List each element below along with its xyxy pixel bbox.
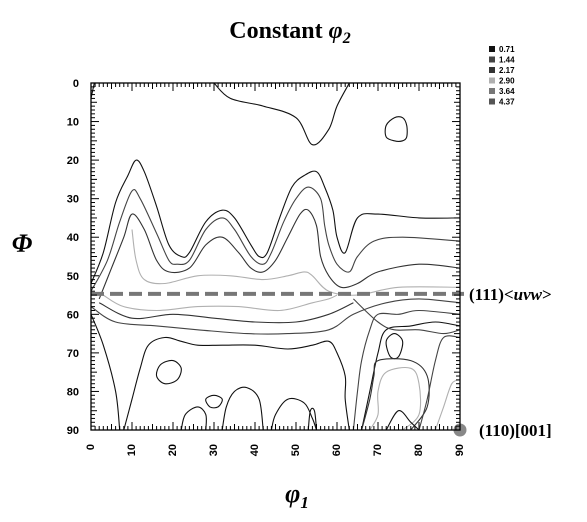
chart-title: Constant φ2 [229,18,350,47]
contour-line-8 [98,302,354,324]
x-tick-label-70: 70 [372,444,384,456]
chart-title-main: Constant [229,18,328,44]
x-tick-label-80: 80 [413,444,425,456]
y-tick-label-60: 60 [67,309,79,321]
legend-swatch-5 [489,98,495,105]
legend-label-2: 2.17 [499,66,515,75]
contour-line-10 [90,314,121,431]
contour-line-24 [385,410,420,431]
contour-line-12 [352,309,461,431]
contour-line-9 [90,298,461,335]
y-tick-label-30: 30 [67,194,79,206]
x-tick-label-60: 60 [331,444,343,456]
y-tick-label-0: 0 [73,78,79,90]
contour-line-5 [98,208,461,300]
contour-line-6 [131,229,461,296]
x-tick-label-0: 0 [85,444,97,450]
x-axis-title-symbol: φ [285,479,300,508]
legend-swatch-0 [489,46,495,52]
contour-line-14 [353,298,461,335]
plot-border [90,82,461,431]
annotation-label-111-part: (111)< [469,285,514,304]
contour-line-0 [213,82,350,146]
contour-line-17 [180,406,207,431]
contour-line-2 [384,116,408,142]
y-tick-label-50: 50 [67,271,79,283]
x-axis-title: φ1 [285,479,309,512]
annotation-label-end-part: > [542,285,552,304]
contour-line-16 [205,394,223,409]
x-tick-label-10: 10 [126,444,138,456]
contour-line-13 [361,321,461,431]
contour-line-26 [418,335,461,431]
legend-label-3: 2.90 [499,77,515,86]
x-tick-label-20: 20 [167,444,179,456]
y-tick-label-90: 90 [67,425,79,437]
y-tick-label-40: 40 [67,232,79,244]
contour-line-22 [369,367,422,431]
x-tick-label-90: 90 [454,444,466,456]
legend-label-4: 3.64 [499,87,515,96]
contour-line-18 [221,386,264,431]
annotation-label-110-001: (110)[001] [479,421,552,440]
legend-swatch-4 [489,88,495,94]
legend-label-5: 4.37 [499,98,515,107]
legend-swatch-2 [489,67,495,73]
annotation-label-uvw-part: uvw [514,285,543,304]
y-tick-label-10: 10 [67,117,79,129]
contour-lines [90,82,461,431]
contour-line-11 [123,336,350,431]
x-tick-label-50: 50 [290,444,302,456]
chart-title-symbol: φ [329,18,343,44]
contour-line-23 [361,358,430,431]
x-axis-title-subscript: 1 [300,493,309,512]
y-axis-title: Φ [12,229,33,258]
legend: 0.71 1.442.17 2.903.64 4.37 [489,45,515,107]
contour-line-3 [90,159,461,284]
legend-swatch-3 [489,77,495,84]
contour-line-20 [307,407,318,431]
y-tick-label-70: 70 [67,348,79,360]
contour-line-21 [385,333,404,360]
y-tick-label-20: 20 [67,155,79,167]
chart-title-subscript: 2 [342,30,351,47]
axis-ticks: 0 10 20 30 40 50 60 70 80 90 0 10 20 30 40 50 60 70 80 90 [67,78,466,456]
annotations: (111)<uvw> (110)[001] [91,285,552,440]
x-tick-label-40: 40 [249,444,261,456]
annotation-label-111-uvw: (111)<uvw> [469,285,552,304]
contour-line-4 [90,186,461,292]
plot-frame [90,82,461,431]
legend-label-0: 0.71 [499,45,515,54]
contour-line-15 [155,359,182,385]
contour-line-7 [103,294,338,312]
y-tick-label-80: 80 [67,386,79,398]
legend-label-1: 1.44 [499,56,515,65]
legend-swatch-1 [489,56,495,63]
contour-line-19 [270,397,318,431]
x-tick-label-30: 30 [208,444,220,456]
